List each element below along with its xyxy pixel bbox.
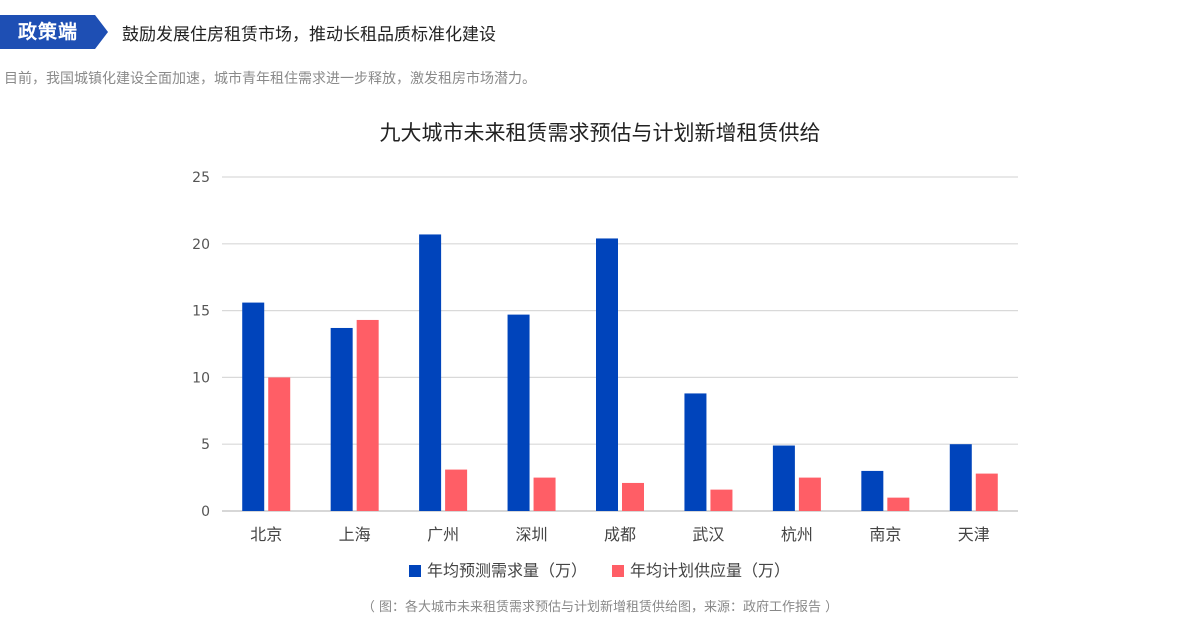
section-tag: 政策端 <box>0 15 108 49</box>
y-tick-label: 10 <box>192 370 210 386</box>
bar-demand <box>772 445 795 511</box>
legend: 年均预测需求量（万） 年均计划供应量（万） <box>409 561 790 580</box>
bar-chart: 九大城市未来租赁需求预估与计划新增租赁供给 0 5 10 15 20 25 北京 上海 广州 深… <box>192 121 1018 615</box>
legend-swatch <box>409 565 421 577</box>
bar-supply <box>356 319 379 511</box>
bar-demand <box>596 238 618 511</box>
y-tick-label: 5 <box>201 437 210 453</box>
bar-demand <box>861 470 884 511</box>
grid-lines <box>222 176 1018 512</box>
bar-demand <box>330 327 353 511</box>
legend-label: 年均计划供应量（万） <box>630 561 790 580</box>
y-tick-label: 20 <box>192 237 210 253</box>
chart-title: 九大城市未来租赁需求预估与计划新增租赁供给 <box>380 121 821 145</box>
x-tick-label: 天津 <box>958 525 990 544</box>
legend-label: 年均预测需求量（万） <box>427 561 587 580</box>
x-tick-label: 南京 <box>869 525 901 544</box>
chart-container: 九大城市未来租赁需求预估与计划新增租赁供给 0 5 10 15 20 25 北京 上海 广州 深… <box>0 100 1200 622</box>
bar-supply <box>622 482 644 511</box>
bar-supply <box>975 473 998 511</box>
chart-caption: （ 图：各大城市未来租赁需求预估与计划新增租赁供给图，来源：政府工作报告 ） <box>362 599 838 615</box>
bar-supply <box>887 497 910 511</box>
x-axis-ticks: 北京 上海 广州 深圳 成都 武汉 杭州 南京 天津 <box>250 525 990 544</box>
bar-demand <box>419 234 442 511</box>
bar-supply <box>798 477 821 511</box>
section-header: 政策端 鼓励发展住房租赁市场，推动长租品质标准化建设 <box>0 14 496 50</box>
y-tick-label: 25 <box>192 170 210 186</box>
bar-supply <box>268 377 291 511</box>
x-tick-label: 杭州 <box>781 525 813 544</box>
bar-demand <box>684 393 707 511</box>
bar-supply <box>533 477 556 511</box>
x-tick-label: 上海 <box>339 525 371 544</box>
bar-demand <box>507 314 530 511</box>
bars <box>242 234 998 511</box>
x-tick-label: 深圳 <box>516 525 548 544</box>
bar-demand <box>242 302 265 511</box>
x-tick-label: 武汉 <box>692 525 724 544</box>
bar-supply <box>710 489 733 511</box>
y-axis-ticks: 0 5 10 15 20 25 <box>192 170 210 520</box>
y-tick-label: 0 <box>201 504 210 520</box>
x-tick-label: 广州 <box>427 525 459 544</box>
intro-text: 目前，我国城镇化建设全面加速，城市青年租住需求进一步释放，激发租房市场潜力。 <box>4 71 536 87</box>
section-headline: 鼓励发展住房租赁市场，推动长租品质标准化建设 <box>122 24 496 45</box>
bar-demand <box>949 444 972 511</box>
x-tick-label: 北京 <box>250 525 282 544</box>
y-tick-label: 15 <box>192 304 210 320</box>
legend-swatch <box>612 565 624 577</box>
bar-supply <box>445 469 468 511</box>
x-tick-label: 成都 <box>604 525 636 544</box>
